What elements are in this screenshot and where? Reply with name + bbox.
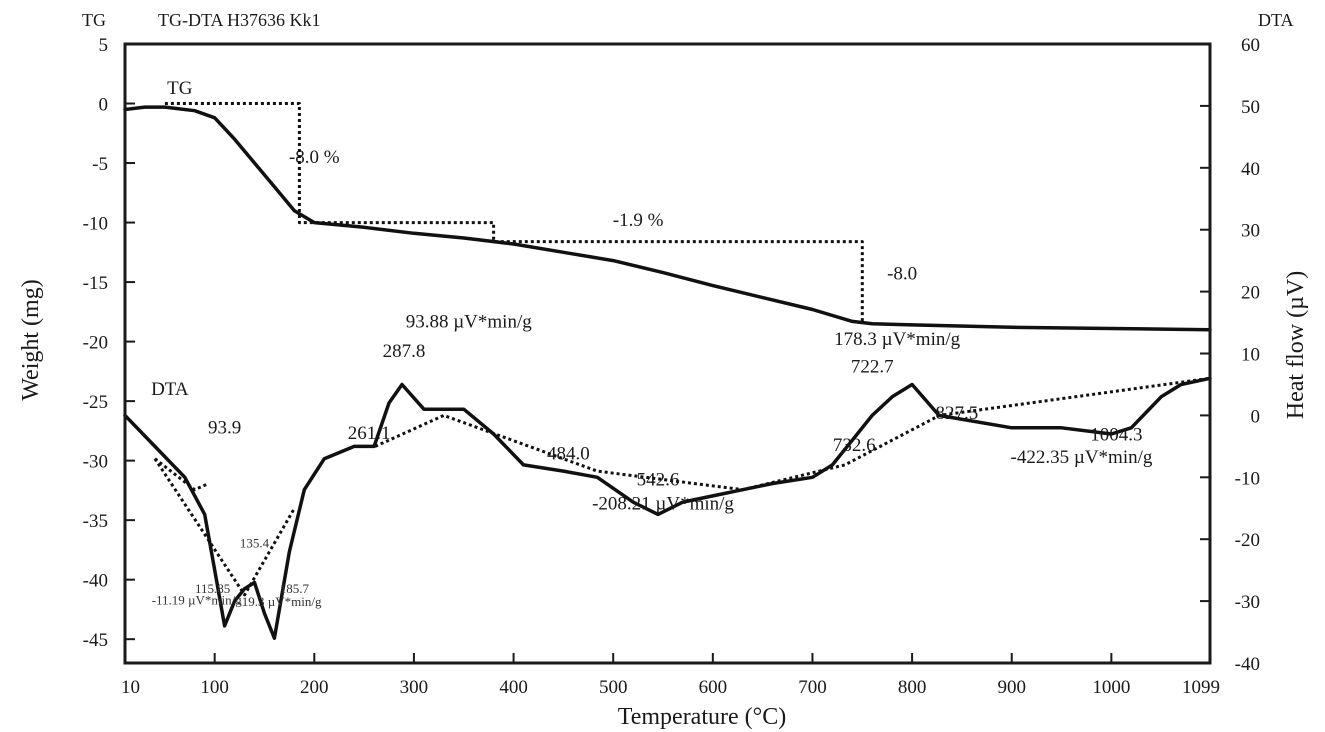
data-annotation: 93.88 µV*min/g <box>406 311 533 332</box>
y-right-tick-label: -40 <box>1235 654 1260 675</box>
y-right-tick-label: 60 <box>1241 35 1260 56</box>
data-annotation: 732.6 <box>833 435 876 456</box>
y-left-tick-label: 0 <box>99 95 109 116</box>
x-tick-label: 400 <box>499 677 528 698</box>
x-tick-label: 1099 <box>1182 677 1220 698</box>
x-tick-label: 200 <box>300 677 329 698</box>
data-annotation: 827.5 <box>936 403 979 424</box>
data-annotation: -11.19 µV*min/g <box>152 593 243 608</box>
x-tick-label: 500 <box>599 677 628 698</box>
left-tick-labels: 5 0 -5 -10 -15 -20 -25 -30 -35 -40 -45 <box>83 35 108 651</box>
data-annotation: 115.85 <box>195 581 230 596</box>
y-right-tick-label: 30 <box>1241 221 1260 242</box>
dta-line <box>123 376 1212 640</box>
y-right-tick-label: 0 <box>1251 406 1261 427</box>
data-annotation: 1004.3 <box>1090 424 1142 445</box>
tg-line <box>123 105 1212 332</box>
y-axis-title-right: Heat flow (µV) <box>1283 271 1309 419</box>
data-annotation: TG <box>167 78 193 99</box>
y-left-tick-label: -25 <box>83 392 108 413</box>
data-annotation: 261.1 <box>348 423 391 444</box>
data-annotation: 93.9 <box>208 417 241 438</box>
y-left-tick-label: -10 <box>83 214 108 235</box>
data-annotation: -1.9 % <box>613 210 664 231</box>
x-tick-label: 900 <box>997 677 1026 698</box>
data-annotation: 287.8 <box>383 341 426 362</box>
y-right-tick-label: 10 <box>1241 345 1260 366</box>
x-tick-labels: 10 100 200 300 400 500 600 700 800 900 1000 1099 <box>121 677 1220 698</box>
data-annotation: 135.4 <box>240 536 270 551</box>
dta-baselines-line <box>153 457 210 492</box>
data-annotation: -8.0 % <box>289 147 340 168</box>
x-axis-title: Temperature (°C) <box>618 704 787 730</box>
y-right-tick-label: 50 <box>1241 97 1260 118</box>
data-annotation: 542.6 <box>637 470 680 491</box>
data-annotation: DTA <box>151 379 189 400</box>
x-tick-label: 10 <box>121 677 140 698</box>
header-right-axis-label: DTA <box>1258 10 1294 30</box>
y-right-tick-label: 20 <box>1241 283 1260 304</box>
dta-baselines-line <box>153 457 296 597</box>
y-right-tick-label: -30 <box>1235 592 1260 613</box>
y-left-tick-label: 5 <box>99 35 109 56</box>
data-annotation: 185.7 <box>280 581 310 596</box>
annotations-group: TG -8.0 % -1.9 % -8.0 DTA 93.9 93.88 µV*min/g 2… <box>151 78 1153 609</box>
y-right-tick-label: -20 <box>1235 530 1260 551</box>
x-tick-label: 700 <box>798 677 827 698</box>
chart-title: TG-DTA H37636 Kk1 <box>158 10 321 30</box>
data-annotation: -422.35 µV*min/g <box>1011 447 1153 468</box>
y-left-tick-label: -15 <box>83 273 108 294</box>
dta-baselines-line <box>742 376 1211 492</box>
y-left-tick-label: -5 <box>92 154 108 175</box>
y-left-tick-label: -30 <box>83 452 108 473</box>
data-annotation: -8.0 <box>887 264 917 285</box>
y-left-tick-label: -35 <box>83 511 108 532</box>
y-left-tick-label: -45 <box>83 630 108 651</box>
series-group <box>123 102 1212 640</box>
x-tick-label: 100 <box>200 677 229 698</box>
x-tick-label: 1000 <box>1092 677 1130 698</box>
dta-baselines-line <box>374 413 743 492</box>
plot-frame <box>123 42 1212 665</box>
y-right-tick-label: 40 <box>1241 159 1260 180</box>
x-tick-label: 800 <box>898 677 927 698</box>
y-right-tick-label: -10 <box>1235 468 1260 489</box>
data-annotation: 178.3 µV*min/g <box>834 329 961 350</box>
y-axis-title-left: Weight (mg) <box>18 279 44 400</box>
data-annotation: 722.7 <box>851 357 894 378</box>
y-left-tick-label: -20 <box>83 333 108 354</box>
data-annotation: 484.0 <box>547 443 590 464</box>
x-tick-label: 300 <box>400 677 429 698</box>
header-left-axis-label: TG <box>82 10 106 30</box>
right-tick-labels: 60 50 40 30 20 10 0 -10 -20 -30 -40 <box>1235 35 1260 675</box>
tg-step-construction-line <box>164 102 864 322</box>
x-tick-label: 600 <box>699 677 728 698</box>
data-annotation: -19.3 µV*min/g <box>237 594 322 609</box>
data-annotation: -208.21 µV*min/g <box>592 493 734 514</box>
y-left-tick-label: -40 <box>83 571 108 592</box>
